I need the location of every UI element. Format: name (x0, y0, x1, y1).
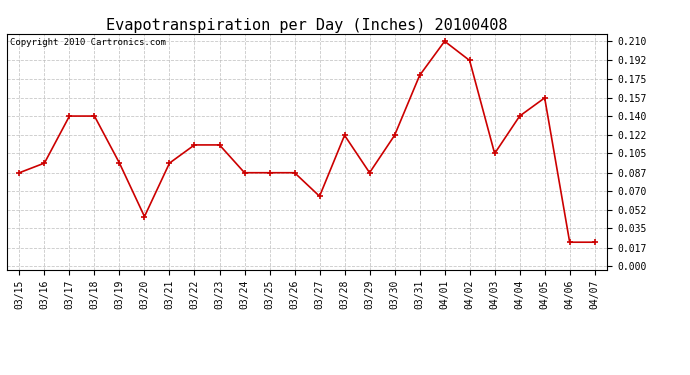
Text: Copyright 2010 Cartronics.com: Copyright 2010 Cartronics.com (10, 39, 166, 48)
Title: Evapotranspiration per Day (Inches) 20100408: Evapotranspiration per Day (Inches) 2010… (106, 18, 508, 33)
